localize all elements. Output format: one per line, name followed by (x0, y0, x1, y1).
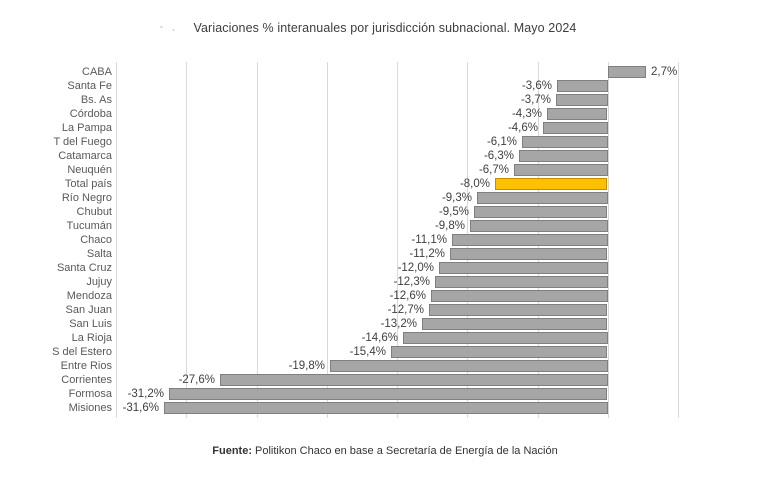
category-label: Neuquén (67, 164, 112, 176)
value-label: -19,8% (288, 360, 325, 372)
bar (452, 234, 608, 246)
source-caption: Fuente: Politikon Chaco en base a Secreta… (0, 445, 770, 457)
gridline (327, 62, 328, 418)
value-label: -13,2% (380, 318, 417, 330)
category-label: Córdoba (69, 108, 112, 120)
bar-highlight (495, 178, 607, 190)
category-label: La Pampa (61, 122, 112, 134)
bar (519, 150, 608, 162)
category-label: Total país (64, 178, 112, 190)
bar (422, 318, 607, 330)
value-label: 2,7% (651, 66, 678, 78)
value-label: -12,3% (393, 276, 430, 288)
value-label: -27,6% (178, 374, 215, 386)
bar (477, 192, 608, 204)
bar (543, 122, 608, 134)
value-label: -6,7% (478, 164, 509, 176)
value-label: -12,7% (387, 304, 424, 316)
category-label: Santa Cruz (56, 262, 112, 274)
bar (220, 374, 608, 386)
source-prefix: Fuente: (212, 445, 253, 457)
value-label: -3,7% (520, 94, 551, 106)
value-label: -8,0% (459, 178, 490, 190)
category-label: San Luis (69, 318, 112, 330)
bar (169, 388, 607, 400)
category-label: Chubut (76, 206, 112, 218)
value-label: -15,4% (349, 346, 386, 358)
bar (431, 290, 608, 302)
bar (330, 360, 608, 372)
value-label: -4,6% (507, 122, 538, 134)
category-label: La Rioja (71, 332, 112, 344)
bar (470, 220, 608, 232)
value-label: -3,6% (521, 80, 552, 92)
category-label: Corrientes (61, 374, 112, 386)
bar (557, 80, 608, 92)
category-label: Misiones (68, 402, 112, 414)
gridline (397, 62, 398, 418)
category-label: S del Estero (52, 346, 112, 358)
category-label: Catamarca (58, 150, 112, 162)
category-label: T del Fuego (53, 136, 112, 148)
bar (391, 346, 607, 358)
gridline (116, 62, 117, 418)
value-label: -9,8% (434, 220, 465, 232)
category-label: CABA (82, 66, 112, 78)
category-label: Salta (86, 248, 112, 260)
value-label: -11,2% (409, 248, 445, 260)
value-label: -9,3% (441, 192, 472, 204)
gridline (186, 62, 187, 418)
value-label: -4,3% (511, 108, 542, 120)
value-label: -12,6% (389, 290, 426, 302)
value-label: -12,0% (397, 262, 434, 274)
category-label: Tucumán (66, 220, 112, 232)
category-label: Chaco (80, 234, 112, 246)
gridline (678, 62, 679, 418)
value-label: -31,6% (122, 402, 159, 414)
bar (514, 164, 608, 176)
value-label: -14,6% (361, 332, 398, 344)
category-label: Santa Fe (67, 80, 112, 92)
value-label: -6,3% (483, 150, 514, 162)
chart-title: Variaciones % interanuales por jurisdicc… (193, 21, 577, 35)
category-label: Formosa (68, 388, 112, 400)
bar (522, 136, 608, 148)
bar (547, 108, 607, 120)
faint-watermark-dots (160, 26, 163, 28)
bar (450, 248, 607, 260)
category-label: Jujuy (86, 276, 112, 288)
bar (439, 262, 608, 274)
bar (429, 304, 607, 316)
bar (608, 66, 646, 78)
value-label: -6,1% (486, 136, 517, 148)
gridline (608, 62, 609, 418)
value-label: -11,1% (411, 234, 447, 246)
gridline (257, 62, 258, 418)
bar (164, 402, 608, 414)
category-label: Entre Rios (60, 360, 112, 372)
source-text: Politikon Chaco en base a Secretaría de … (255, 445, 558, 457)
category-label: Mendoza (66, 290, 112, 302)
bar (474, 206, 607, 218)
category-label: San Juan (65, 304, 112, 316)
bar (556, 94, 608, 106)
value-label: -9,5% (438, 206, 469, 218)
category-label: Río Negro (61, 192, 112, 204)
bar (435, 276, 608, 288)
category-label: Bs. As (80, 94, 112, 106)
bar (403, 332, 608, 344)
value-label: -31,2% (127, 388, 164, 400)
